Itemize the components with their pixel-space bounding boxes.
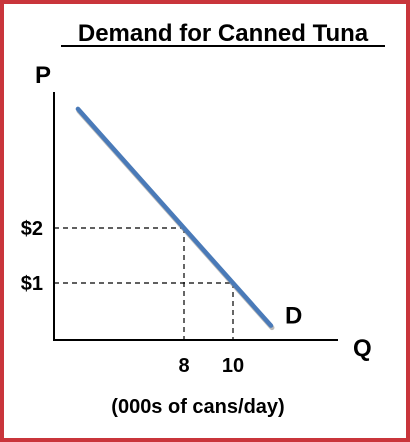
y-tick-label-1: $2 [21, 218, 43, 240]
chart-title: Demand for Canned Tuna [78, 20, 369, 47]
demand-line-D [75, 106, 274, 328]
x-axis-unit-note: (000s of cans/day) [111, 396, 284, 418]
x-tick-label-2: 10 [222, 355, 244, 377]
demand-line-label: D [285, 303, 302, 330]
y-axis-label: P [35, 62, 51, 89]
y-tick-label-2: $1 [21, 273, 43, 295]
x-tick-label-1: 8 [178, 355, 189, 377]
x-axis-label: Q [353, 335, 372, 362]
